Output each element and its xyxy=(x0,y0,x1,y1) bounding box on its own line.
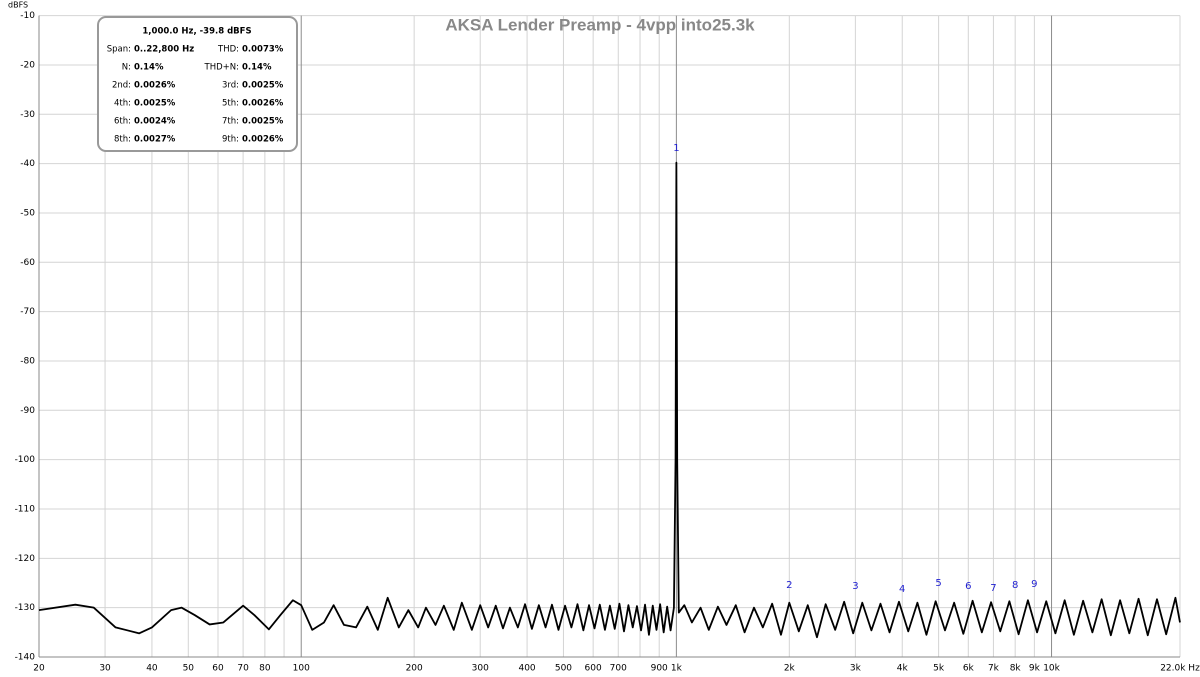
x-tick-label: 3k xyxy=(850,664,862,674)
x-tick-label: 5k xyxy=(933,664,945,674)
x-tick-label: 7k xyxy=(988,664,1000,674)
x-tick-label: 9k xyxy=(1029,664,1041,674)
y-tick-label: -90 xyxy=(20,406,35,416)
x-tick-label: 600 xyxy=(585,664,602,674)
harmonic-marker: 3 xyxy=(852,581,858,592)
x-tick-label: 2k xyxy=(784,664,796,674)
x-tick-label: 40 xyxy=(146,664,158,674)
harmonic-marker: 5 xyxy=(935,578,941,589)
info-value: 0.0026% xyxy=(242,135,284,145)
info-label: 3rd: xyxy=(222,81,239,91)
harmonic-marker: 6 xyxy=(965,581,971,592)
x-tick-label: 60 xyxy=(212,664,224,674)
info-label: 2nd: xyxy=(112,81,131,91)
x-tick-label: 100 xyxy=(293,664,310,674)
info-value: 0.0025% xyxy=(134,99,176,109)
harmonic-marker: 4 xyxy=(899,584,905,595)
x-tick-label: 4k xyxy=(897,664,909,674)
x-tick-label: 80 xyxy=(259,664,271,674)
x-tick-label: 6k xyxy=(963,664,975,674)
info-label: THD: xyxy=(217,45,239,55)
info-value: 0.0027% xyxy=(134,135,176,145)
y-tick-label: -30 xyxy=(20,110,35,120)
chart-title: AKSA Lender Preamp - 4vpp into25.3k xyxy=(445,15,755,34)
info-value: 0.14% xyxy=(134,63,164,73)
x-tick-label: 900 xyxy=(651,664,668,674)
info-value: 0.0025% xyxy=(242,117,284,127)
info-label: 7th: xyxy=(222,117,239,127)
x-tick-label: 8k xyxy=(1010,664,1022,674)
y-tick-label: -120 xyxy=(15,554,36,564)
y-tick-label: -40 xyxy=(20,159,35,169)
info-label: 6th: xyxy=(114,117,131,127)
x-tick-label: 500 xyxy=(555,664,572,674)
info-label: Span: xyxy=(107,45,131,55)
y-tick-label: -20 xyxy=(20,60,35,70)
y-unit: dBFS xyxy=(8,1,28,10)
info-label: 8th: xyxy=(114,135,131,145)
harmonic-marker: 1 xyxy=(673,143,679,154)
info-label: 9th: xyxy=(222,135,239,145)
x-tick-label: 300 xyxy=(472,664,489,674)
info-label: 5th: xyxy=(222,99,239,109)
y-tick-label: -50 xyxy=(20,208,35,218)
y-tick-label: -60 xyxy=(20,258,35,268)
info-value: 0.0024% xyxy=(134,117,176,127)
x-tick-label: 700 xyxy=(610,664,627,674)
info-box-frame xyxy=(97,16,298,152)
harmonic-marker: 9 xyxy=(1031,579,1037,590)
y-tick-label: -100 xyxy=(15,455,36,465)
x-tick-label: 22.0k Hz xyxy=(1160,664,1200,674)
spectrum-line xyxy=(38,161,1181,639)
x-tick-label: 20 xyxy=(33,664,45,674)
y-tick-label: -110 xyxy=(15,504,36,514)
plot xyxy=(38,161,1181,639)
y-tick-label: -10 xyxy=(20,11,35,21)
info-value: 0.0026% xyxy=(134,81,176,91)
x-tick-label: 1k xyxy=(671,664,683,674)
info-value: 0.14% xyxy=(242,63,272,73)
harmonic-marker: 2 xyxy=(786,580,792,591)
harmonic-marker: 7 xyxy=(990,583,996,594)
info-title: 1,000.0 Hz, -39.8 dBFS xyxy=(142,27,251,37)
y-tick-label: -80 xyxy=(20,356,35,366)
info-value: 0.0025% xyxy=(242,81,284,91)
info-label: 4th: xyxy=(114,99,131,109)
info-box: 1,000.0 Hz, -39.8 dBFS Span: 0..22,800 Hz… xyxy=(97,16,298,152)
info-label: N: xyxy=(122,63,131,73)
info-value: 0..22,800 Hz xyxy=(134,45,194,55)
info-label: THD+N: xyxy=(204,63,239,73)
x-tick-label: 10k xyxy=(1043,664,1060,674)
x-tick-label: 70 xyxy=(237,664,249,674)
y-tick-label: -140 xyxy=(15,653,36,663)
x-tick-label: 50 xyxy=(183,664,195,674)
y-tick-label: -130 xyxy=(15,603,36,613)
x-tick-label: 200 xyxy=(406,664,423,674)
info-value: 0.0073% xyxy=(242,45,284,55)
y-tick-label: -70 xyxy=(20,307,35,317)
harmonic-marker: 8 xyxy=(1012,580,1018,591)
info-value: 0.0026% xyxy=(242,99,284,109)
x-tick-label: 400 xyxy=(518,664,535,674)
x-tick-label: 30 xyxy=(99,664,111,674)
